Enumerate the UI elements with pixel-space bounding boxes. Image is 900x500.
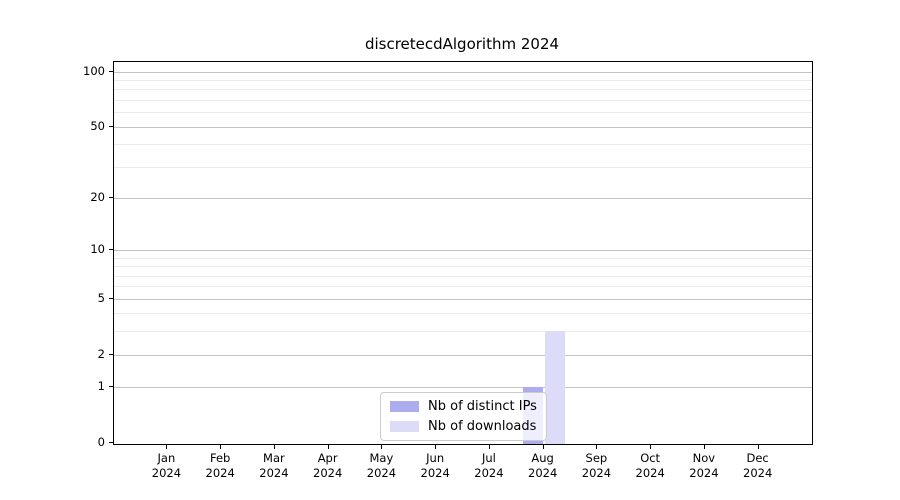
bar-nb-of-downloads — [544, 331, 565, 444]
y-tick-label: 0 — [97, 435, 105, 449]
y-tick-label: 100 — [83, 63, 105, 78]
x-tick-mark — [703, 445, 705, 449]
y-tick-mark — [109, 70, 113, 72]
legend-item-downloads: Nb of downloads — [390, 419, 537, 434]
x-tick-label: Dec 2024 — [743, 451, 773, 480]
x-tick-mark — [381, 445, 383, 449]
gridline-major — [114, 126, 812, 128]
legend-label-downloads: Nb of downloads — [428, 419, 537, 434]
gridline-minor — [114, 112, 812, 114]
y-tick-mark — [109, 196, 113, 198]
gridline-minor — [114, 275, 812, 277]
x-tick-label: Nov 2024 — [689, 451, 719, 480]
legend-swatch-distinct-ips-icon — [390, 401, 419, 412]
legend-label-distinct-ips: Nb of distinct IPs — [428, 399, 537, 414]
gridline-minor — [114, 144, 812, 146]
y-tick-label: 5 — [97, 290, 105, 305]
y-tick-mark — [109, 353, 113, 355]
x-tick-label: May 2024 — [366, 451, 397, 480]
x-tick-label: Feb 2024 — [205, 451, 235, 480]
x-tick-mark — [596, 445, 598, 449]
x-tick-mark — [488, 445, 490, 449]
x-tick-mark — [757, 445, 759, 449]
gridline-minor — [114, 266, 812, 268]
gridline-major — [114, 197, 812, 199]
gridline-minor — [114, 313, 812, 315]
legend-item-distinct-ips: Nb of distinct IPs — [390, 399, 537, 414]
x-tick-mark — [327, 445, 329, 449]
y-tick-label: 10 — [90, 241, 105, 256]
x-tick-label: Jan 2024 — [151, 451, 182, 480]
y-tick-label: 1 — [97, 379, 105, 394]
y-tick-mark — [109, 386, 113, 388]
y-tick-mark — [109, 125, 113, 127]
x-tick-label: Aug 2024 — [528, 451, 558, 480]
x-tick-mark — [220, 445, 222, 449]
legend-swatch-downloads-icon — [390, 421, 419, 432]
plot-area: Nb of distinct IPs Nb of downloads — [113, 61, 813, 445]
gridline-minor — [114, 257, 812, 259]
gridline-major — [114, 387, 812, 389]
gridline-minor — [114, 99, 812, 101]
y-tick-mark — [109, 248, 113, 250]
gridline-major — [114, 71, 812, 73]
gridline-minor — [114, 89, 812, 91]
gridline-major — [114, 249, 812, 251]
x-tick-label: Mar 2024 — [259, 451, 289, 480]
x-tick-label: Jul 2024 — [474, 451, 504, 480]
x-tick-label: Oct 2024 — [635, 451, 665, 480]
y-tick-label: 20 — [90, 189, 105, 204]
y-tick-mark — [109, 442, 113, 443]
y-tick-label: 50 — [90, 118, 105, 133]
chart-title: discretecdAlgorithm 2024 — [364, 35, 560, 53]
gridline-minor — [114, 166, 812, 168]
x-tick-mark — [542, 445, 544, 449]
gridline-major — [114, 298, 812, 300]
gridline-major — [114, 354, 812, 356]
x-tick-label: Jun 2024 — [420, 451, 450, 480]
x-tick-mark — [273, 445, 275, 449]
x-tick-label: Sep 2024 — [581, 451, 612, 480]
y-tick-mark — [109, 297, 113, 299]
gridline-minor — [114, 79, 812, 81]
x-tick-mark — [650, 445, 652, 449]
legend: Nb of distinct IPs Nb of downloads — [380, 392, 547, 441]
x-tick-mark — [435, 445, 437, 449]
x-tick-mark — [166, 445, 168, 449]
gridline-minor — [114, 331, 812, 333]
y-tick-label: 2 — [97, 346, 105, 361]
gridline-minor — [114, 286, 812, 288]
x-tick-label: Apr 2024 — [313, 451, 343, 480]
